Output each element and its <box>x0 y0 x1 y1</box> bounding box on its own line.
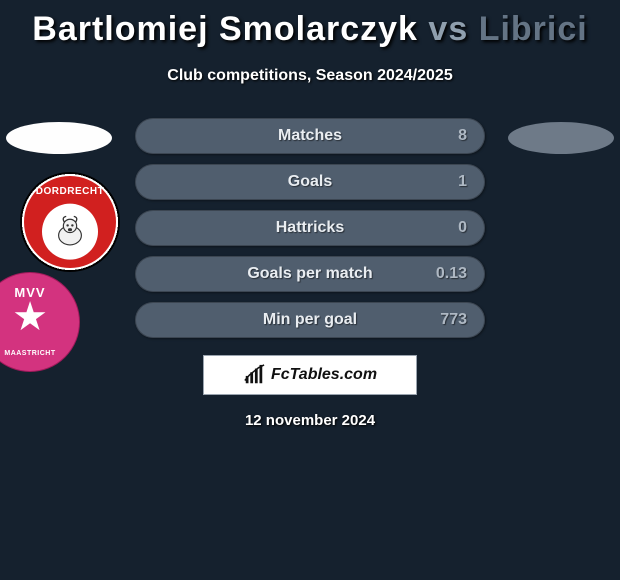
player1-name: Bartlomiej Smolarczyk <box>32 10 418 48</box>
club-right-sub: MAASTRICHT <box>0 350 79 357</box>
player2-marker <box>508 122 614 154</box>
stat-label: Matches <box>213 127 407 145</box>
stats-area: MVV ★ MAASTRICHT Matches8Goals1Hattricks… <box>0 118 620 318</box>
stat-right-value: 1 <box>407 173 467 191</box>
stat-right-value: 0.13 <box>407 265 467 283</box>
player2-name: Librici <box>479 10 588 48</box>
stat-label: Goals <box>213 173 407 191</box>
club-badge-right: MVV ★ MAASTRICHT <box>0 272 80 372</box>
star-icon: ★ <box>12 297 48 337</box>
stat-bar: Goals1 <box>135 164 485 200</box>
stat-bars: Matches8Goals1Hattricks0Goals per match0… <box>135 118 485 348</box>
subtitle: Club competitions, Season 2024/2025 <box>0 67 620 85</box>
brand-box[interactable]: FcTables.com <box>203 355 417 395</box>
chart-icon <box>243 364 265 386</box>
stat-right-value: 0 <box>407 219 467 237</box>
sheep-icon <box>42 204 98 260</box>
stat-label: Goals per match <box>213 265 407 283</box>
stat-bar: Goals per match0.13 <box>135 256 485 292</box>
stat-label: Hattricks <box>213 219 407 237</box>
stat-bar: Hattricks0 <box>135 210 485 246</box>
date: 12 november 2024 <box>0 412 620 429</box>
stat-right-value: 773 <box>407 311 467 329</box>
vs-text: vs <box>428 10 468 48</box>
stat-right-value: 8 <box>407 127 467 145</box>
club-badge-left <box>20 172 120 272</box>
club-right-abbrev: MVV <box>0 285 79 300</box>
page-title: Bartlomiej Smolarczyk vs Librici <box>0 0 620 49</box>
stat-label: Min per goal <box>213 311 407 329</box>
stat-bar: Matches8 <box>135 118 485 154</box>
brand-text: FcTables.com <box>271 366 377 384</box>
player1-marker <box>6 122 112 154</box>
stat-bar: Min per goal773 <box>135 302 485 338</box>
